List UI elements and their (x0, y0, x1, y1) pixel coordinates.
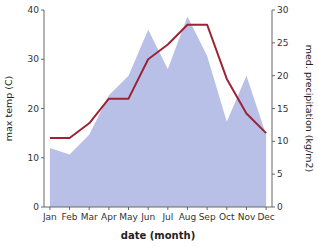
y-tick (41, 157, 44, 158)
y-tick-label: 0 (33, 202, 39, 212)
y2-tick (272, 174, 275, 175)
x-tick (167, 207, 168, 210)
y-tick (41, 207, 44, 208)
x-tick (108, 207, 109, 210)
y-tick (41, 108, 44, 109)
y2-axis-label: med. precipitation (kg/m2) (304, 45, 315, 172)
y2-tick-label: 5 (277, 169, 283, 179)
y-tick-label: 40 (28, 5, 40, 15)
y2-tick (272, 141, 275, 142)
y-axis-label: max temp (C) (3, 76, 14, 142)
y-tick (41, 10, 44, 11)
x-axis-label: date (month) (121, 230, 195, 241)
y2-tick-label: 30 (277, 5, 289, 15)
y2-tick-label: 15 (277, 104, 288, 114)
x-tick-label: Feb (62, 212, 78, 222)
precip-area (50, 17, 266, 207)
x-tick-label: Sep (199, 212, 216, 222)
x-tick-label: Jun (140, 212, 155, 222)
x-tick-label: Mar (81, 212, 98, 222)
y2-tick (272, 42, 275, 43)
y-tick-label: 10 (28, 153, 40, 163)
plot-area (50, 17, 266, 207)
x-tick (246, 207, 247, 210)
y-tick-label: 30 (28, 54, 40, 64)
x-tick-label: Aug (179, 212, 197, 222)
x-tick (187, 207, 188, 210)
x-tick-label: May (119, 212, 138, 222)
y2-tick (272, 207, 275, 208)
y2-tick-label: 25 (277, 38, 288, 48)
x-tick (226, 207, 227, 210)
y2-tick-label: 10 (277, 136, 289, 146)
x-tick (207, 207, 208, 210)
x-tick (49, 207, 50, 210)
x-tick-label: Oct (219, 212, 235, 222)
axes: JanFebMarAprMayJunJulAugSepOctNovDec0102… (28, 5, 289, 222)
x-tick-label: Jul (161, 212, 173, 222)
x-tick-label: Nov (238, 212, 256, 222)
y-tick (41, 59, 44, 60)
y2-tick (272, 75, 275, 76)
x-tick (148, 207, 149, 210)
x-tick (266, 207, 267, 210)
y2-tick (272, 108, 275, 109)
x-tick-label: Jan (42, 212, 57, 222)
x-axis-line (44, 207, 272, 208)
x-tick (69, 207, 70, 210)
y2-tick-label: 20 (277, 71, 289, 81)
x-tick-label: Apr (101, 212, 117, 222)
x-tick (128, 207, 129, 210)
chart: JanFebMarAprMayJunJulAugSepOctNovDec0102… (0, 0, 318, 247)
x-tick-label: Dec (257, 212, 274, 222)
temp-line (50, 25, 266, 138)
y-tick-label: 20 (28, 104, 40, 114)
y2-tick (272, 10, 275, 11)
y2-tick-label: 0 (277, 202, 283, 212)
x-tick (89, 207, 90, 210)
